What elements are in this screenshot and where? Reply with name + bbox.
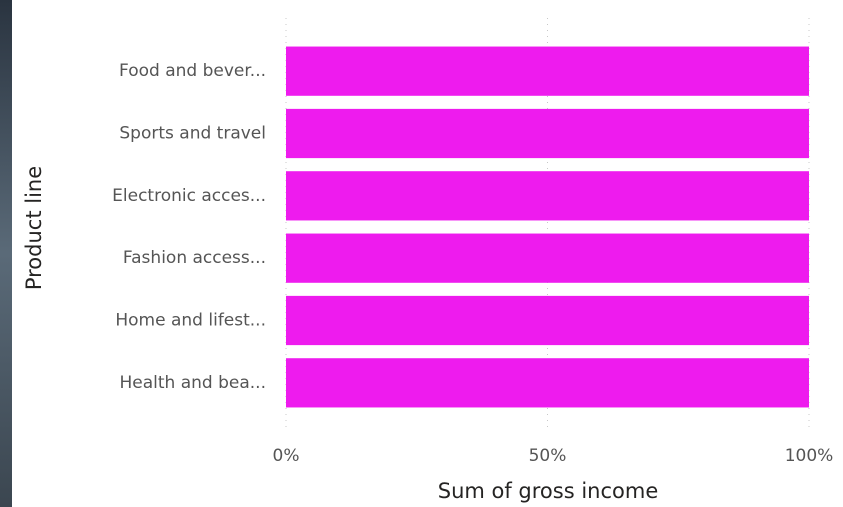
y-tick-label: Food and bever... <box>119 61 266 81</box>
y-tick-label: Home and lifest... <box>115 311 266 331</box>
bar <box>286 108 809 159</box>
y-axis-title: Product line <box>22 166 46 290</box>
x-axis-title: Sum of gross income <box>438 479 659 503</box>
bar <box>286 171 809 221</box>
background-edge <box>0 0 12 507</box>
x-tick-label: 0% <box>273 446 300 466</box>
y-tick-label: Fashion access... <box>123 248 266 268</box>
bar <box>286 358 809 408</box>
y-tick-label: Health and bea... <box>120 373 267 393</box>
bar <box>286 46 809 96</box>
x-tick-label: 50% <box>529 446 567 466</box>
x-tick-label: 100% <box>785 446 834 466</box>
y-tick-label: Electronic acces... <box>112 186 266 206</box>
bar <box>286 295 809 346</box>
bar <box>286 233 809 283</box>
y-tick-label: Sports and travel <box>119 124 266 144</box>
